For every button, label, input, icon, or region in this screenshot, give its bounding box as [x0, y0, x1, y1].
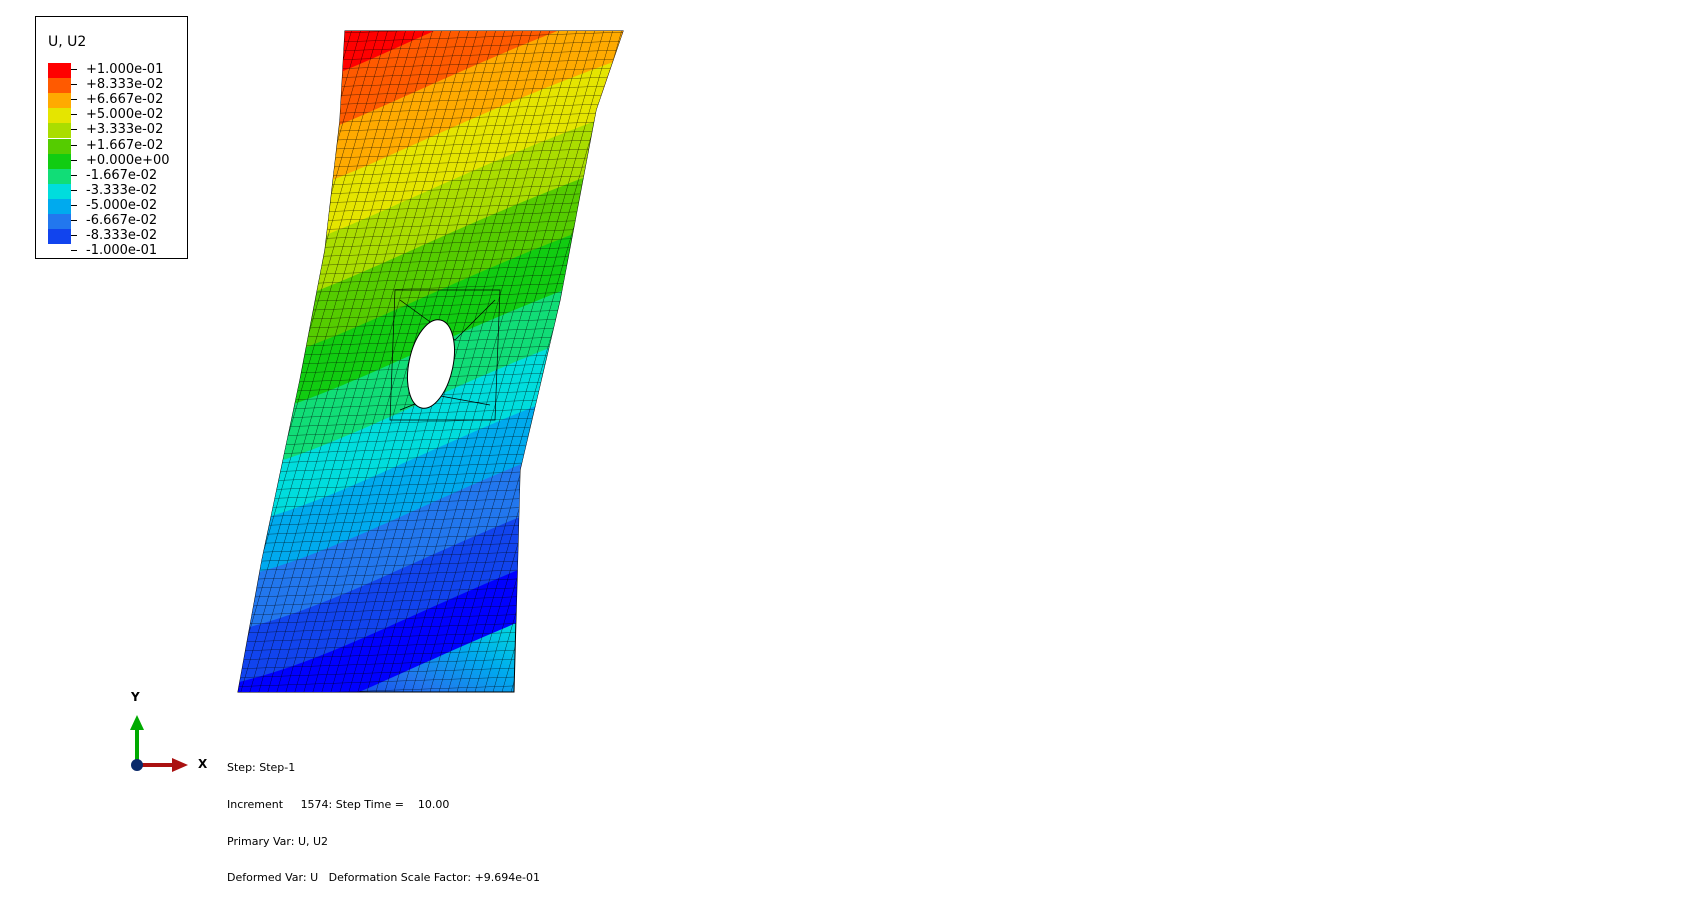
contour-legend: U, U2 +1.000e-01 +8.333e-02 +6.667e-02 +5.0… — [35, 16, 188, 259]
legend-label: -1.667e-02 — [86, 167, 158, 183]
legend-tick — [71, 220, 77, 221]
legend-swatch — [48, 63, 71, 78]
legend-tick — [71, 144, 77, 146]
legend-tick — [71, 250, 77, 252]
legend-label: -1.000e-01 — [86, 243, 158, 259]
step-info: Step: Step-1 Increment 1574: Step Time =… — [227, 738, 540, 897]
legend-tick — [71, 189, 77, 191]
legend-swatch — [48, 198, 71, 214]
legend-label: +5.000e-02 — [86, 107, 164, 123]
legend-swatch — [48, 93, 71, 109]
legend-swatch — [48, 214, 71, 229]
increment-label: Increment 1574: Step Time = 10.00 — [227, 798, 450, 811]
legend-tick — [71, 114, 77, 116]
legend-label: -8.333e-02 — [86, 228, 158, 244]
legend-tick — [71, 204, 77, 206]
legend-swatch — [48, 108, 71, 124]
legend-tick — [71, 159, 77, 161]
coordinate-triad — [130, 715, 188, 772]
legend-label: -3.333e-02 — [86, 182, 158, 198]
triad-x-label: X — [198, 757, 208, 771]
legend-swatch — [48, 183, 71, 199]
legend-tick — [71, 84, 77, 86]
triad-y-label: Y — [131, 690, 140, 704]
legend-tick — [71, 99, 77, 101]
legend-label: -6.667e-02 — [86, 213, 158, 228]
legend-tick — [71, 69, 77, 70]
legend-swatch — [48, 168, 71, 184]
legend-label: +0.000e+00 — [86, 152, 170, 168]
primary-var-label: Primary Var: U, U2 — [227, 834, 329, 848]
deformed-plate — [237, 30, 624, 693]
legend-swatch — [48, 123, 71, 139]
legend-swatch — [48, 153, 71, 169]
legend-label: +6.667e-02 — [86, 92, 164, 108]
deformed-var-label: Deformed Var: U Deformation Scale Factor… — [227, 871, 541, 885]
legend-tick — [71, 235, 77, 237]
legend-title: U, U2 — [48, 34, 87, 50]
step-label: Step: Step-1 — [227, 761, 296, 775]
legend-label: +1.667e-02 — [86, 137, 164, 153]
hole — [407, 319, 455, 409]
legend-label: +1.000e-01 — [86, 62, 164, 77]
legend-swatch — [48, 229, 71, 245]
legend-label: +3.333e-02 — [86, 122, 164, 138]
legend-label: -5.000e-02 — [86, 197, 158, 213]
legend-swatch — [48, 78, 71, 94]
legend-tick — [71, 129, 77, 131]
legend-label: +8.333e-02 — [86, 77, 164, 93]
legend-tick — [71, 174, 77, 176]
legend-swatch — [48, 138, 71, 154]
viewport-canvas[interactable] — [0, 0, 1701, 831]
